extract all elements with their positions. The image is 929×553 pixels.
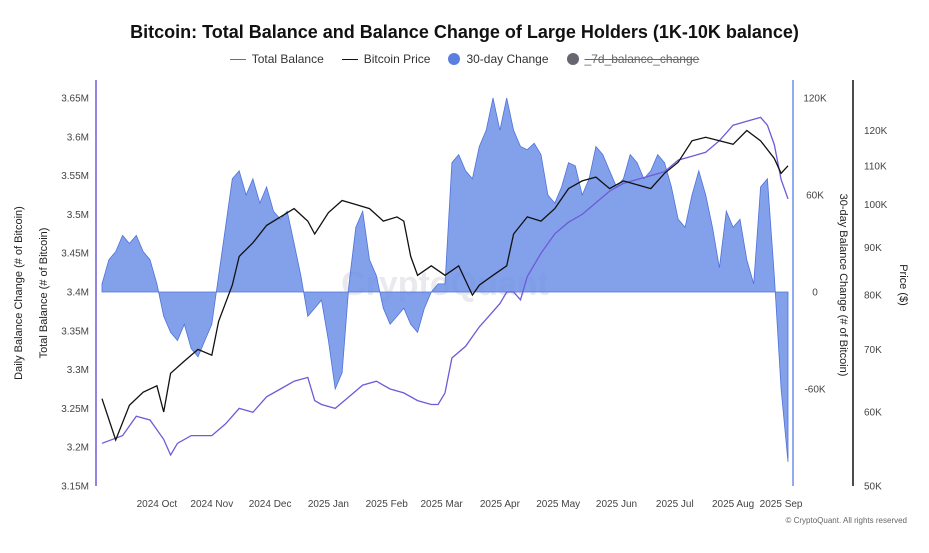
balance-tick-label: 3.15M [61, 482, 89, 493]
x-tick-label: 2025 Sep [760, 499, 803, 510]
balance-tick-label: 3.4M [67, 288, 89, 299]
legend-line-icon [341, 58, 358, 60]
x-tick-label: 2025 Jun [596, 499, 637, 510]
axis-title-30-day-change: 30-day Balance Change (# of Bitcoin) [837, 194, 849, 377]
balance-tick-label: 3.65M [61, 94, 89, 105]
series-area-30-day-change [101, 97, 789, 462]
balance-tick-label: 3.55M [61, 171, 89, 182]
balance-tick-label: 3.45M [61, 249, 89, 260]
price-tick-label: 50K [864, 482, 882, 493]
legend-line-icon [229, 58, 246, 60]
price-tick-label: 80K [864, 291, 882, 302]
change-tick-label: 120K [803, 94, 827, 105]
balance-tick-label: 3.35M [61, 326, 89, 337]
price-tick-label: 60K [864, 407, 882, 418]
x-tick-label: 2025 Jul [656, 499, 694, 510]
axis-title-price: Price ($) [897, 264, 909, 306]
price-tick-label: 90K [864, 243, 882, 254]
change-tick-label: 60K [806, 191, 824, 202]
legend-label: _7d_balance_change [584, 52, 700, 66]
axis-title-daily-balance-change: Daily Balance Change (# of Bitcoin) [13, 206, 25, 380]
legend-dot-icon [448, 53, 461, 65]
x-tick-label: 2025 Feb [366, 499, 409, 510]
balance-tick-label: 3.2M [67, 443, 89, 454]
chart-title: Bitcoin: Total Balance and Balance Chang… [130, 22, 799, 42]
x-tick-label: 2025 Apr [480, 499, 521, 510]
x-tick-label: 2024 Nov [190, 499, 233, 510]
x-tick-label: 2025 May [536, 499, 580, 510]
balance-tick-label: 3.3M [67, 365, 89, 376]
x-tick-label: 2024 Dec [249, 499, 292, 510]
legend-item-total-balance[interactable]: Total Balance [229, 52, 324, 66]
balance-tick-label: 3.25M [61, 404, 89, 415]
legend-label: Bitcoin Price [363, 52, 431, 66]
legend-item-30-day-change[interactable]: 30-day Change [448, 52, 549, 66]
series-lines-group [101, 116, 789, 457]
copyright-text: © CryptoQuant. All rights reserved [785, 516, 908, 525]
change-area-group [101, 97, 789, 462]
price-tick-label: 100K [864, 200, 888, 211]
price-tick-label: 70K [864, 345, 882, 356]
price-tick-label: 110K [864, 161, 887, 172]
x-tick-label: 2025 Jan [308, 499, 349, 510]
series-line-bitcoin-price [101, 129, 789, 442]
price-tick-label: 120K [864, 126, 888, 137]
legend-item-bitcoin-price[interactable]: Bitcoin Price [341, 52, 431, 66]
axis-title-total-balance: Total Balance (# of Bitcoin) [38, 228, 50, 359]
balance-tick-label: 3.6M [67, 132, 89, 143]
axes-group: 3.15M 3.2M 3.25M 3.3M 3.35M 3.4M 3.45M 3.5M 3.55… [13, 80, 909, 510]
legend-label: Total Balance [251, 52, 324, 66]
change-tick-label: 0 [812, 288, 818, 299]
x-tick-label: 2025 Aug [712, 499, 754, 510]
legend: Total Balance Bitcoin Price 30-day Chang… [0, 52, 929, 66]
x-tick-label: 2024 Oct [137, 499, 178, 510]
series-line-total-balance [101, 116, 789, 457]
legend-item-7d-balance-change[interactable]: _7d_balance_change [566, 52, 700, 66]
balance-tick-label: 3.5M [67, 210, 89, 221]
x-tick-label: 2025 Mar [420, 499, 463, 510]
legend-label: 30-day Change [466, 52, 549, 66]
change-tick-label: -60K [804, 385, 825, 396]
legend-dot-icon [566, 53, 579, 65]
